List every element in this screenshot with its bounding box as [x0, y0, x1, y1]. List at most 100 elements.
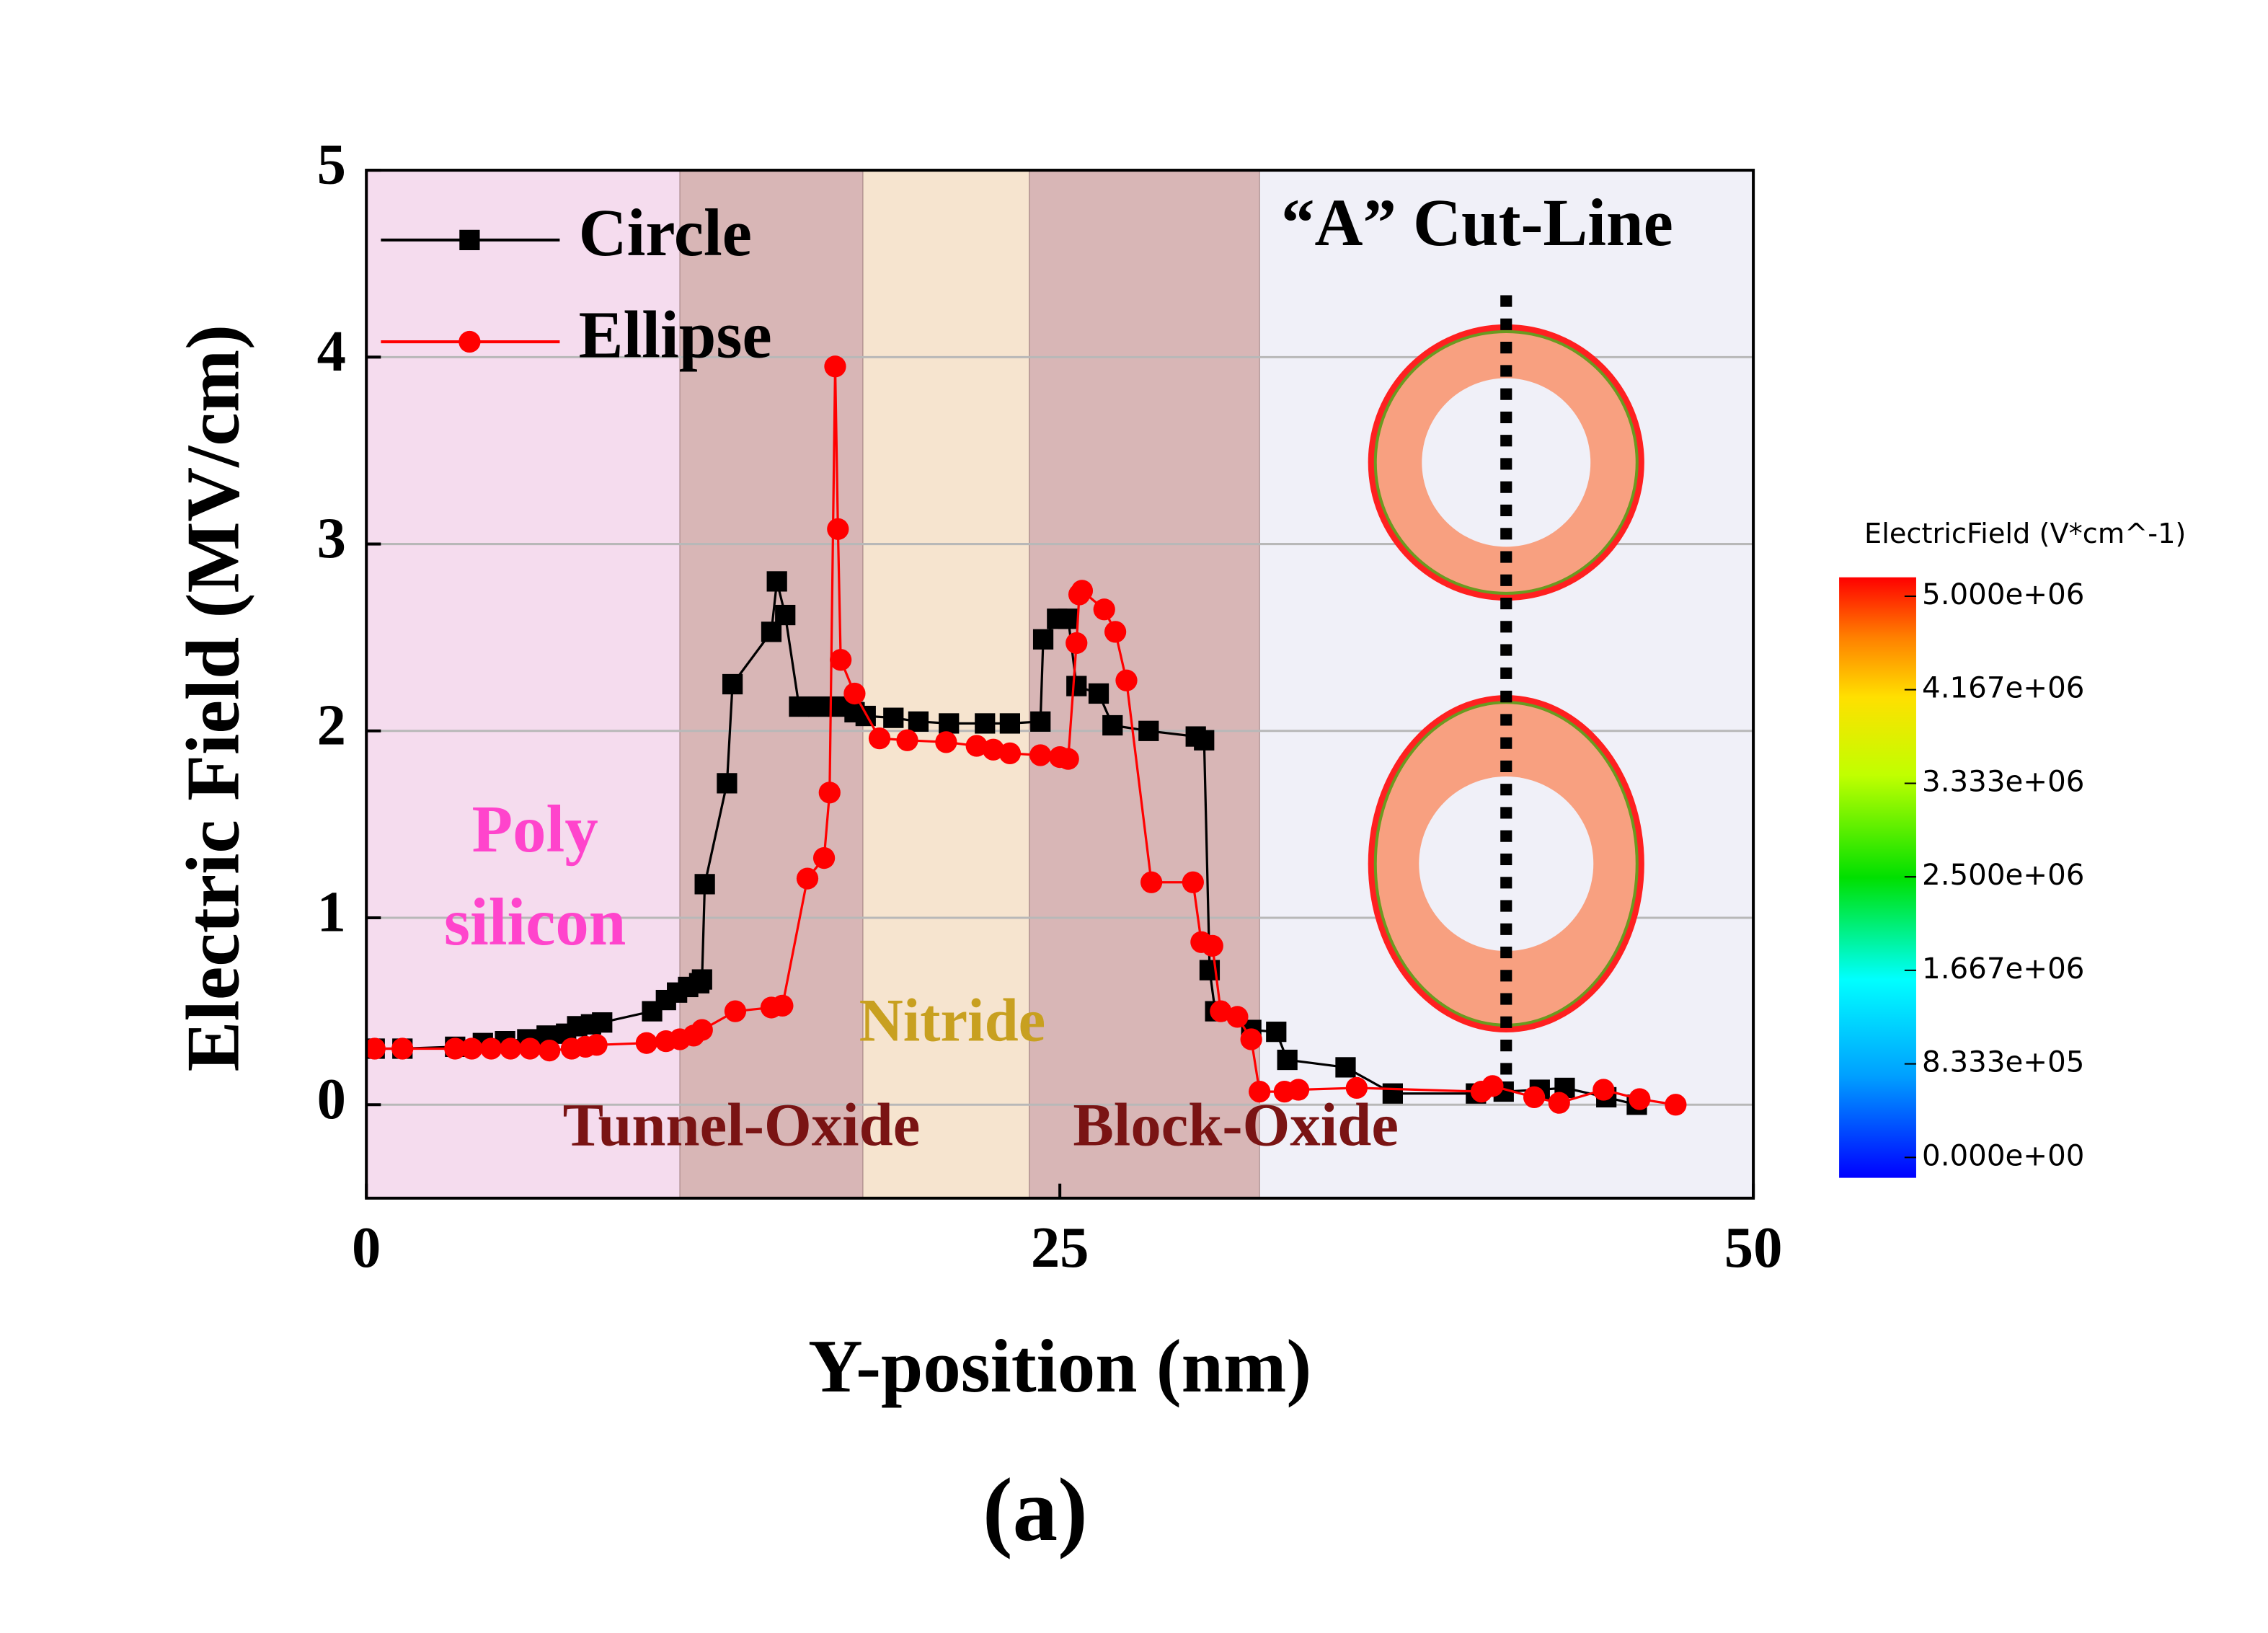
data-point	[1066, 632, 1088, 655]
colorbar-title: ElectricField (V*cm^-1)	[1864, 518, 2186, 550]
data-point	[939, 713, 960, 734]
data-point	[1066, 676, 1087, 696]
y-tick-label: 0	[317, 1067, 346, 1131]
data-point	[775, 604, 796, 626]
data-point	[592, 1012, 613, 1033]
data-point	[1266, 1022, 1287, 1043]
data-point	[812, 846, 836, 869]
data-point	[818, 782, 841, 804]
chart-title: (a)	[983, 1461, 1088, 1560]
region-label: Poly	[472, 792, 598, 867]
data-point	[766, 571, 787, 592]
data-point	[808, 696, 829, 717]
data-point	[1201, 934, 1223, 957]
data-point	[827, 518, 849, 540]
data-point	[500, 1037, 522, 1060]
data-point	[635, 1032, 657, 1054]
annotation: “A” Cut-Line	[1281, 186, 1673, 260]
region	[1029, 169, 1260, 1199]
data-point	[585, 1034, 608, 1056]
data-point	[1523, 1086, 1546, 1109]
colorbar-tick-label: 0.000e+00	[1922, 1138, 2084, 1172]
data-point	[771, 994, 794, 1017]
data-point	[366, 1037, 386, 1060]
data-point	[1029, 744, 1052, 766]
data-point	[868, 727, 891, 750]
data-point	[908, 711, 929, 732]
data-point	[519, 1037, 541, 1060]
region	[862, 169, 1030, 1199]
data-point	[1032, 629, 1054, 650]
legend-label: Ellipse	[579, 298, 772, 372]
data-point	[691, 1019, 713, 1041]
colorbar-tick-label: 2.500e+06	[1922, 858, 2084, 892]
data-point	[999, 713, 1021, 734]
x-tick-label: 0	[352, 1216, 381, 1280]
data-point	[444, 1037, 466, 1060]
data-point	[935, 731, 957, 753]
region-label: Block-Oxide	[1073, 1092, 1399, 1159]
y-tick-label: 5	[317, 133, 346, 197]
data-point	[975, 713, 996, 734]
region-label: Tunnel-Oxide	[563, 1092, 921, 1159]
colorbar-tick-label: 5.000e+06	[1922, 577, 2084, 611]
x-axis-label: Y-position (nm)	[808, 1324, 1311, 1408]
data-point	[1629, 1088, 1651, 1110]
data-point	[1102, 714, 1123, 736]
data-point	[694, 874, 715, 895]
data-point	[830, 649, 852, 671]
colorbar-tick-label: 3.333e+06	[1922, 765, 2084, 799]
colorbar-tick-label: 1.667e+06	[1922, 952, 2084, 986]
data-point	[1210, 1000, 1232, 1022]
data-point	[896, 729, 918, 751]
inset: “A” Cut-Line	[1281, 186, 1673, 1091]
x-tick-label: 25	[1031, 1216, 1089, 1280]
data-point	[480, 1037, 502, 1060]
colorbar-gradient	[1839, 577, 1916, 1178]
y-tick-label: 3	[317, 506, 346, 570]
data-point	[998, 742, 1022, 765]
data-point	[1057, 748, 1079, 770]
data-point	[1115, 669, 1138, 691]
data-point	[461, 1037, 483, 1060]
data-point	[1226, 1006, 1249, 1028]
data-point	[1548, 1092, 1570, 1114]
plot-series	[366, 355, 1687, 1116]
y-axis-label: Electric Field (MV/cm)	[172, 324, 255, 1071]
legend-label: Circle	[579, 196, 752, 270]
data-point	[843, 682, 866, 705]
legend-marker	[459, 330, 481, 353]
data-point	[1382, 1083, 1404, 1104]
data-point	[1093, 598, 1115, 621]
data-point	[1088, 683, 1109, 704]
region-label: silicon	[444, 885, 626, 960]
data-point	[982, 738, 1004, 761]
data-point	[724, 1000, 747, 1022]
data-point	[1287, 1079, 1310, 1101]
data-point	[1071, 580, 1094, 602]
region-label: Nitride	[859, 987, 1046, 1054]
data-point	[717, 773, 737, 794]
data-point	[1104, 621, 1127, 643]
y-tick-label: 2	[317, 693, 346, 757]
data-point	[1030, 711, 1051, 732]
data-point	[965, 735, 988, 757]
data-point	[1593, 1079, 1615, 1101]
data-point	[1240, 1028, 1262, 1050]
data-point	[883, 707, 904, 728]
legend-marker	[459, 229, 480, 251]
data-point	[1140, 871, 1163, 893]
data-point	[1058, 608, 1078, 629]
x-tick-label: 50	[1724, 1216, 1783, 1280]
data-point	[1249, 1080, 1271, 1103]
data-point	[789, 696, 810, 717]
y-tick-label: 1	[317, 880, 346, 944]
data-point	[1194, 730, 1215, 751]
data-point	[1182, 871, 1204, 893]
data-point	[722, 673, 743, 695]
data-point	[1665, 1094, 1687, 1116]
data-point	[539, 1039, 561, 1062]
y-tick-label: 4	[317, 319, 346, 384]
